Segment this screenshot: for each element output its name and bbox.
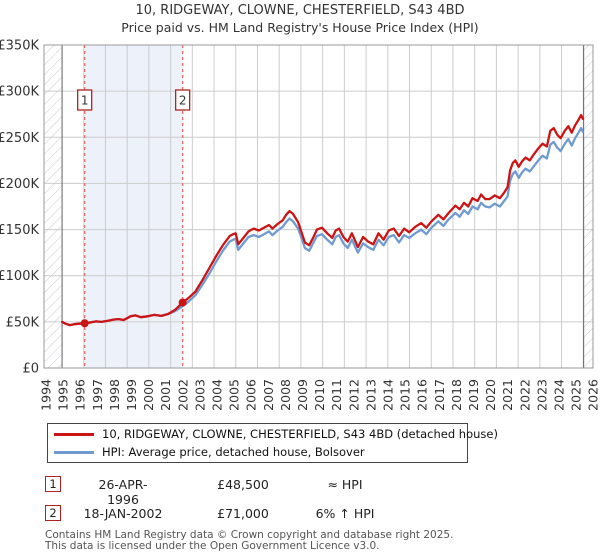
x-axis-tick-label: 2021 [500, 379, 515, 411]
sale-1-vs-hpi: ≈ HPI [327, 477, 363, 492]
series-line [60, 113, 584, 327]
hpi-line-swatch [54, 450, 94, 454]
x-axis-tick-label: 2012 [346, 379, 361, 411]
price-chart: 1 2 £0 £50K £100K £150K £200K £250K £300K £350K 19… [0, 39, 600, 411]
sale-2-date: 18-JAN-2002 [83, 506, 163, 521]
x-axis-tick-label: 2008 [278, 379, 293, 411]
x-axis-tick-label: 1995 [56, 379, 71, 411]
y-axis-tick-label: £50K [6, 315, 40, 330]
x-axis-tick-label: 2016 [415, 379, 430, 411]
sale-1-date: 26-APR-1996 [98, 477, 148, 507]
x-axis-tick-label: 2023 [534, 379, 549, 411]
x-axis-tick-label: 2020 [483, 379, 498, 411]
sale-1-price: £48,500 [217, 477, 269, 492]
x-axis-tick-label: 2003 [192, 379, 207, 411]
y-axis-tick-label: £350K [0, 39, 39, 54]
y-axis-tick-label: £0 [22, 362, 39, 377]
legend-item-hpi: HPI: Average price, detached house, Bols… [54, 445, 467, 460]
sale-marker-box [175, 89, 191, 111]
x-axis-tick-label: 2010 [312, 379, 327, 411]
x-axis-tick-label: 2007 [261, 379, 276, 411]
x-axis-tick-label: 2026 [586, 379, 600, 411]
legend-item-price-paid: 10, RIDGEWAY, CLOWNE, CHESTERFIELD, S43 … [54, 427, 498, 442]
y-axis-tick-label: £200K [0, 177, 39, 192]
x-axis-tick-label: 2019 [466, 379, 481, 411]
chart-legend: 10, RIDGEWAY, CLOWNE, CHESTERFIELD, S43 … [47, 423, 498, 463]
legend-label: 10, RIDGEWAY, CLOWNE, CHESTERFIELD, S43 … [102, 427, 498, 441]
sale-marker-box [77, 89, 93, 111]
copyright-line: Contains HM Land Registry data © Crown c… [45, 529, 454, 541]
legend-label: HPI: Average price, detached house, Bols… [102, 445, 365, 459]
sale-2-price: £71,000 [217, 506, 269, 521]
x-axis-tick-label: 2015 [398, 379, 413, 411]
x-axis-tick-label: 1994 [39, 379, 54, 411]
x-axis-tick-label: 2022 [517, 379, 532, 411]
x-axis-tick-label: 2001 [158, 379, 173, 411]
sale-point-dot [80, 319, 89, 328]
licence-line: This data is licensed under the Open Gov… [45, 540, 380, 552]
sale-1-marker-box: 1 [45, 476, 61, 492]
x-axis-tick-label: 2002 [175, 379, 190, 411]
x-axis-tick-label: 2005 [227, 379, 242, 411]
y-axis-tick-label: £250K [0, 131, 39, 146]
page-subtitle: Price paid vs. HM Land Registry's House … [121, 20, 479, 35]
sale-annotation-row: 2 18-JAN-2002 £71,000 6% ↑ HPI [0, 505, 600, 522]
sale-point-dot [178, 298, 187, 307]
x-axis-tick-label: 1999 [124, 379, 139, 411]
x-axis-tick-label: 1996 [73, 379, 88, 411]
x-axis-tick-label: 2017 [432, 379, 447, 411]
sale-2-vs-hpi: 6% ↑ HPI [315, 506, 375, 521]
x-axis-tick-label: 2024 [552, 379, 567, 411]
x-axis-tick-label: 1997 [90, 379, 105, 411]
x-axis-tick-label: 2006 [244, 379, 259, 411]
sales-shaded-band [84, 45, 183, 368]
x-axis-tick-label: 2025 [569, 379, 584, 411]
sale-marker-number: 2 [179, 94, 187, 108]
no-data-hatch-left [44, 45, 63, 368]
y-axis-tick-label: £100K [0, 269, 39, 284]
x-axis-tick-label: 2013 [363, 379, 378, 411]
page-title: 10, RIDGEWAY, CLOWNE, CHESTERFIELD, S43 … [135, 3, 465, 18]
no-data-hatch-right [583, 45, 593, 368]
x-axis-tick-label: 2004 [210, 379, 225, 411]
price-line-swatch [54, 432, 94, 436]
y-axis-tick-label: £150K [0, 223, 39, 238]
plot-frame [43, 44, 594, 369]
x-axis-tick-label: 2018 [449, 379, 464, 411]
sale-annotation-row: 1 26-APR-1996 £48,500 ≈ HPI [0, 476, 600, 507]
sale-2-marker-box: 2 [45, 505, 61, 521]
x-axis-tick-label: 2000 [141, 379, 156, 411]
x-axis-tick-label: 1998 [107, 379, 122, 411]
x-axis-tick-label: 2014 [381, 379, 396, 411]
y-axis-tick-label: £300K [0, 85, 39, 100]
sale-marker-number: 1 [81, 94, 89, 108]
x-axis-tick-label: 2011 [329, 379, 344, 411]
x-axis-tick-label: 2009 [295, 379, 310, 411]
